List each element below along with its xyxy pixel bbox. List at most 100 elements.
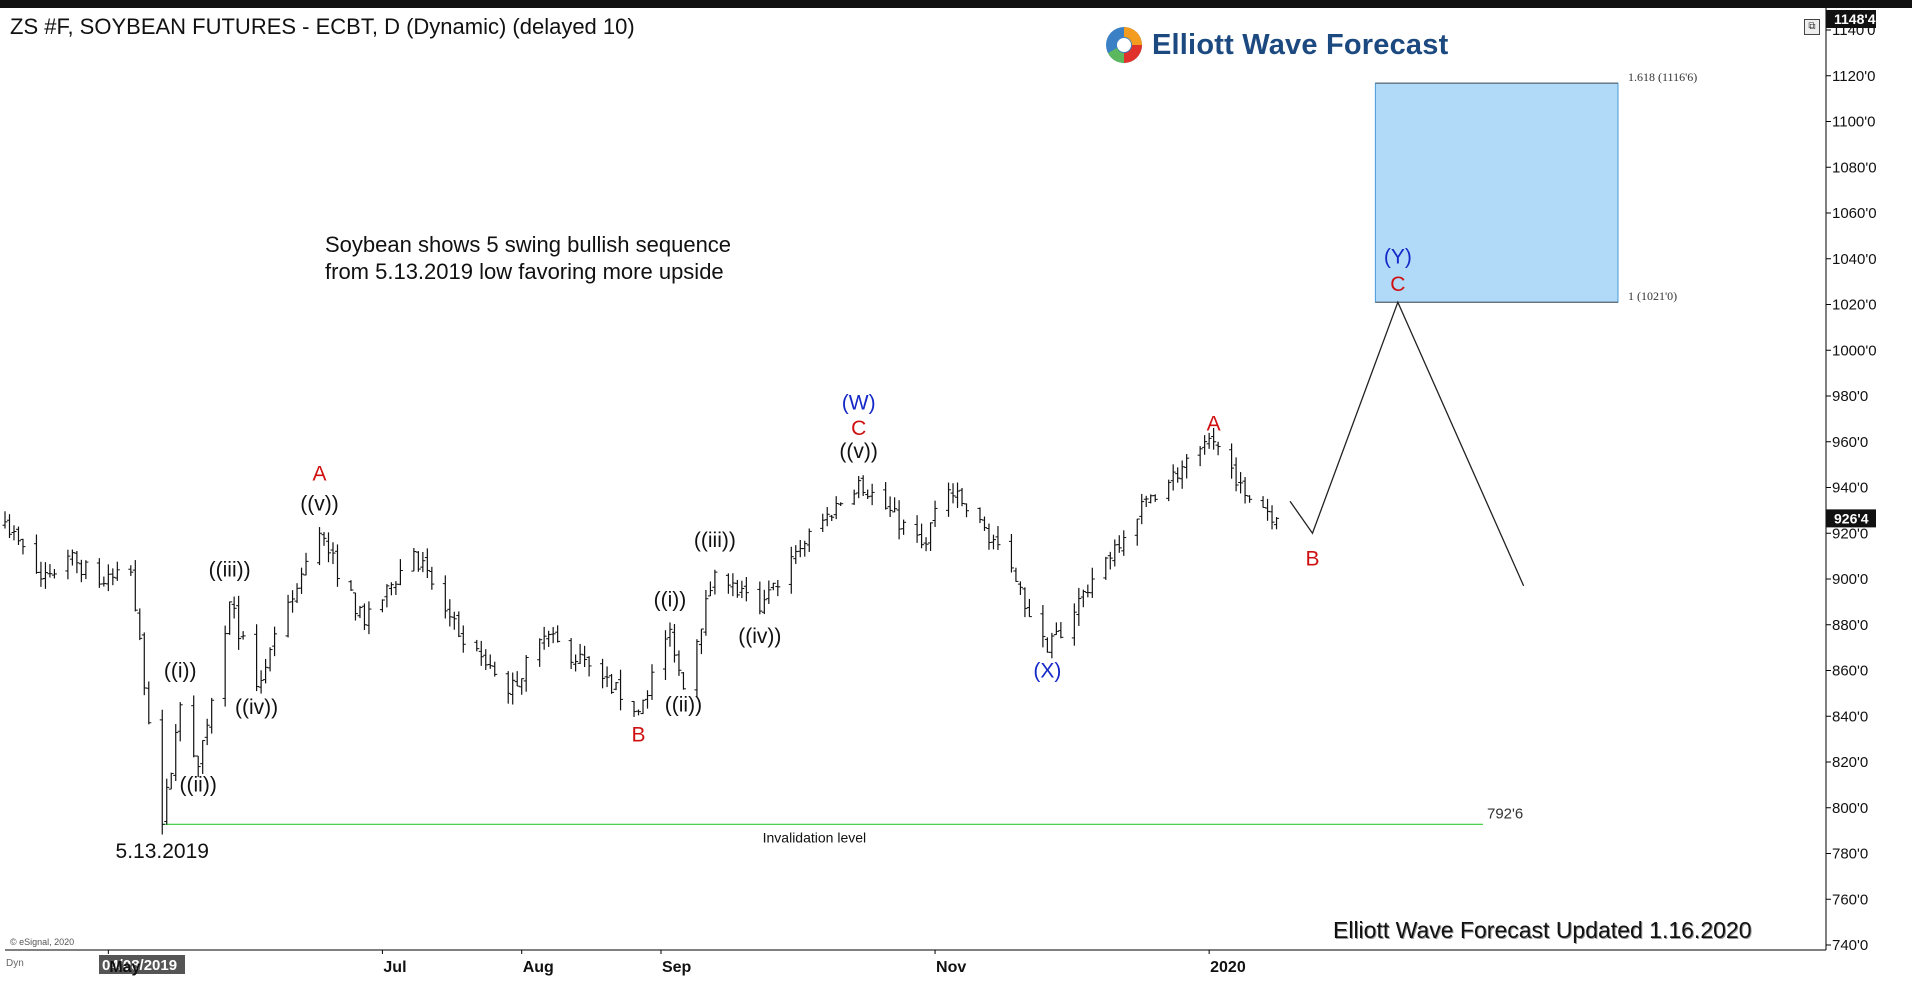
ohlc-bar — [478, 640, 484, 666]
ohlc-bar — [47, 564, 53, 578]
price-axis-label: 960'0 — [1832, 434, 1868, 451]
price-axis-label: 820'0 — [1832, 754, 1868, 771]
ohlc-bar — [981, 516, 987, 531]
ohlc-bar — [1197, 446, 1203, 467]
ohlc-bar — [739, 580, 745, 599]
ohlc-bar — [609, 673, 615, 694]
ohlc-bar — [254, 624, 260, 692]
ohlc-bar — [1103, 556, 1109, 580]
ohlc-bar — [649, 664, 655, 700]
current-price-badge: 926'4 — [1826, 509, 1876, 528]
window-restore-icon[interactable]: ⧉ — [1804, 19, 1820, 35]
note-line-2: from 5.13.2019 low favoring more upside — [325, 259, 724, 284]
price-axis-label: 780'0 — [1832, 846, 1868, 863]
ohlc-bar — [1112, 539, 1118, 567]
ohlc-bar — [334, 544, 340, 587]
ohlc-bar — [977, 507, 983, 524]
ohlc-bar — [990, 534, 996, 550]
ohlc-bar — [856, 476, 862, 499]
ohlc-bar — [892, 497, 898, 513]
wave-label: ((i)) — [654, 588, 687, 611]
ohlc-bar — [110, 568, 116, 586]
wave-label: (Y) — [1384, 245, 1412, 268]
ohlc-bar — [636, 709, 642, 716]
ohlc-bar — [1008, 533, 1014, 573]
price-axis-label: 880'0 — [1832, 617, 1868, 634]
ohlc-bar — [914, 515, 920, 543]
ohlc-bar — [330, 542, 336, 565]
ohlc-bar — [231, 596, 237, 619]
ohlc-bar — [2, 511, 8, 529]
ohlc-bar — [1229, 443, 1235, 479]
ohlc-bar — [1089, 567, 1095, 598]
ohlc-bar — [1058, 622, 1064, 639]
logo-icon — [1106, 27, 1142, 63]
ohlc-bar — [680, 672, 686, 690]
ohlc-bar — [824, 506, 830, 527]
ohlc-bar — [456, 611, 462, 638]
extension-1618-label: 1.618 (1116'6) — [1628, 70, 1697, 84]
ohlc-bar — [806, 528, 812, 552]
price-axis-label: 800'0 — [1832, 800, 1868, 817]
wave-label: ((ii)) — [180, 774, 217, 797]
ohlc-bar — [838, 502, 844, 506]
ohlc-bar — [51, 569, 57, 579]
ohlc-bar — [734, 579, 740, 598]
wave-label: ((v)) — [839, 440, 877, 463]
ohlc-bar — [393, 581, 399, 595]
ohlc-bar — [640, 699, 646, 715]
time-axis-label: Jul — [383, 959, 406, 976]
price-axis-label: 860'0 — [1832, 663, 1868, 680]
ohlc-bar — [379, 599, 385, 613]
ohlc-bar — [114, 561, 120, 581]
ohlc-bar — [209, 697, 215, 734]
ohlc-bar — [546, 630, 552, 647]
ohlc-bar — [15, 526, 21, 546]
ohlc-bar — [959, 487, 965, 507]
ohlc-bar — [227, 601, 233, 635]
wave-label: (W) — [842, 392, 876, 415]
ohlc-bar — [348, 580, 354, 591]
ohlc-bar — [1170, 464, 1176, 491]
brand-logo: Elliott Wave Forecast — [1104, 24, 1448, 66]
extension-1-label: 1 (1021'0) — [1628, 289, 1677, 303]
ohlc-bars — [2, 427, 1280, 835]
ohlc-bar — [662, 630, 668, 681]
ohlc-bar — [236, 595, 242, 650]
ohlc-bar — [159, 709, 165, 835]
ohlc-bar — [865, 489, 871, 499]
ohlc-bar — [523, 655, 529, 692]
ohlc-bar — [932, 500, 938, 527]
ohlc-bar — [1260, 496, 1266, 508]
ohlc-bar — [352, 592, 358, 621]
ohlc-bar — [1134, 518, 1140, 546]
ohlc-bar — [1175, 467, 1181, 483]
wave-label: A — [313, 463, 327, 486]
price-axis-label: 1120'0 — [1832, 68, 1875, 85]
time-axis-start-label: 04/08/2019 — [102, 957, 177, 974]
ohlc-bar — [191, 695, 197, 758]
ohlc-bar — [411, 547, 417, 572]
ohlc-bar — [600, 658, 606, 689]
top-price-badge: 1148'4 — [1826, 10, 1876, 28]
top-price-label: 1148'4 — [1834, 11, 1876, 27]
ohlc-bar — [1202, 435, 1208, 455]
time-axis-label: May — [109, 959, 140, 976]
ohlc-bar — [1080, 589, 1086, 608]
ohlc-bar — [505, 671, 511, 704]
price-axis-label: 900'0 — [1832, 571, 1868, 588]
ohlc-bar — [11, 525, 17, 541]
ohlc-bar — [1022, 587, 1028, 618]
ohlc-bar — [618, 669, 624, 711]
ohlc-bar — [510, 672, 516, 705]
ohlc-bar — [896, 500, 902, 540]
ohlc-bar — [1184, 454, 1190, 479]
ohlc-bar — [1269, 505, 1275, 530]
ohlc-bar — [442, 575, 448, 619]
ohlc-bar — [604, 666, 610, 688]
ohlc-bar — [294, 583, 300, 604]
ohlc-bar — [141, 632, 147, 696]
ohlc-bar — [492, 661, 498, 677]
ohlc-bar — [424, 548, 430, 579]
